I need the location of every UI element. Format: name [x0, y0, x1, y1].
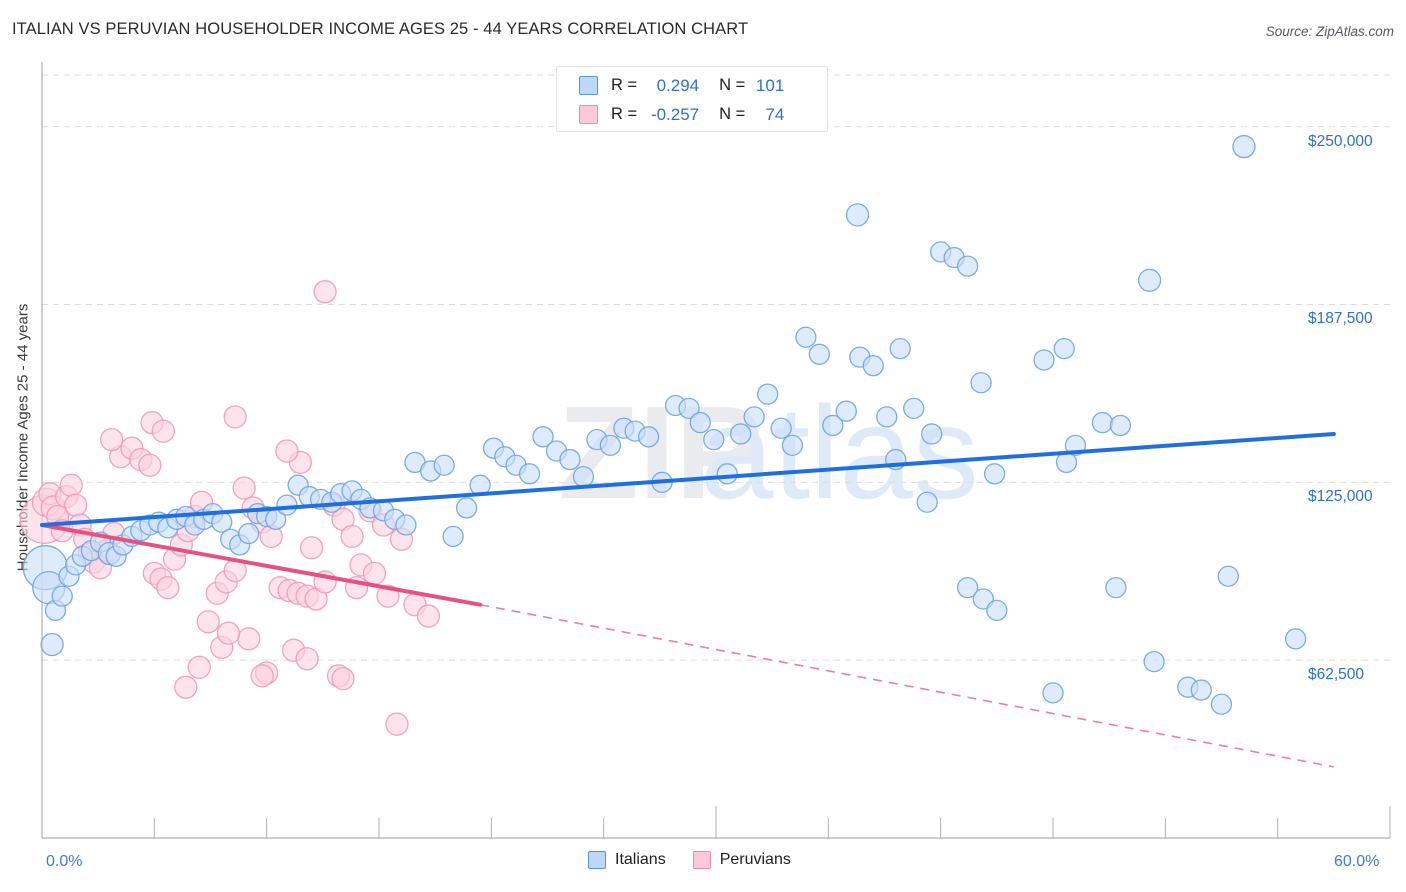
y-axis-tick-label: $250,000 [1308, 132, 1373, 150]
correlation-legend: R = 0.294 N = 101 R = -0.257 N = 74 [556, 66, 828, 132]
n-value-italians: 101 [755, 75, 785, 95]
series-label-peruvians: Peruvians [719, 851, 791, 868]
series-label-italians: Italians [615, 851, 666, 868]
series-legend-italians[interactable]: Italians [588, 851, 666, 869]
legend-swatch-italians [579, 76, 598, 95]
r-value-italians: 0.294 [656, 75, 700, 95]
correlation-row-italians: R = 0.294 N = 101 [557, 71, 827, 100]
series-swatch-italians [588, 851, 606, 869]
italians-points [22, 134, 1307, 715]
series-swatch-peruvians [692, 851, 711, 869]
source-label: Source: ZipAtlas.com [1265, 24, 1394, 39]
y-axis-tick-label: $187,500 [1308, 310, 1373, 328]
peruvians-trendline [40, 523, 1334, 768]
r-value-peruvians: -0.257 [650, 104, 700, 124]
x-axis-max-label: 60.0% [1334, 853, 1380, 870]
legend-swatch-peruvians [579, 105, 598, 124]
n-label-italians: N = [719, 76, 746, 94]
r-label-italians: R = [611, 76, 638, 94]
y-axis-tick-label: $125,000 [1308, 488, 1373, 506]
r-label-peruvians: R = [611, 105, 638, 123]
n-label-peruvians: N = [719, 105, 746, 123]
italians-trendline [40, 431, 1336, 528]
correlation-row-peruvians: R = -0.257 N = 74 [557, 100, 827, 129]
n-value-peruvians: 74 [765, 104, 785, 124]
x-axis-min-label: 0.0% [46, 853, 83, 870]
series-legend-peruvians[interactable]: Peruvians [692, 851, 791, 869]
watermark-zip: ZIP [558, 379, 763, 526]
peruvians-points [19, 280, 441, 736]
x-axis-ticks [41, 806, 1391, 838]
y-axis-tick-label: $62,500 [1308, 666, 1365, 684]
page-title: ITALIAN VS PERUVIAN HOUSEHOLDER INCOME A… [12, 20, 749, 38]
series-legend: Italians Peruvians [588, 851, 807, 869]
